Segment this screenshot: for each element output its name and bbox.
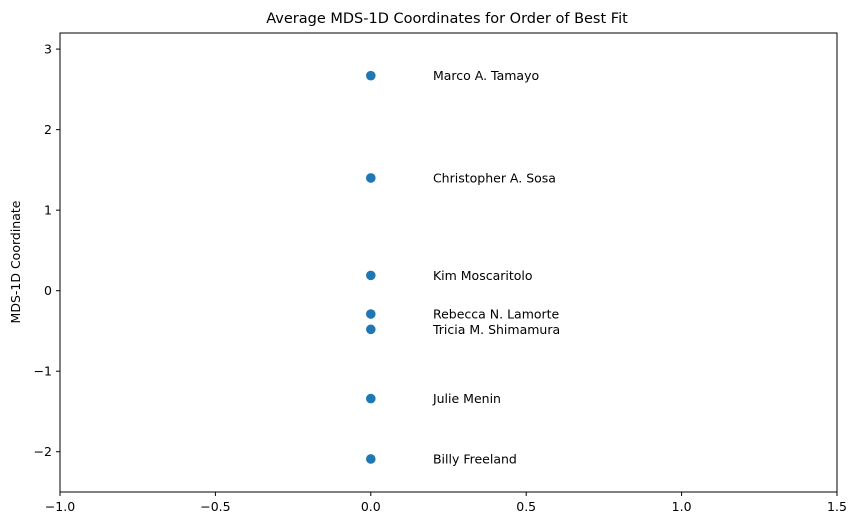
data-point	[366, 324, 376, 335]
y-tick-label: 3	[44, 42, 52, 57]
point-labels: Marco A. Tamayo Christopher A. Sosa Kim Mo…	[432, 68, 560, 466]
y-axis-label: MDS-1D Coordinate	[8, 200, 23, 323]
data-point-label: Tricia M. Shimamura	[432, 322, 560, 337]
data-point-label: Marco A. Tamayo	[433, 68, 539, 83]
x-tick-label: 0.5	[516, 499, 536, 514]
data-point-label: Christopher A. Sosa	[433, 170, 556, 185]
data-points	[366, 70, 376, 464]
chart-title: Average MDS-1D Coordinates for Order of …	[266, 11, 628, 27]
data-point-label: Rebecca N. Lamorte	[433, 307, 560, 322]
data-point	[366, 393, 376, 404]
data-point-label: Julie Menin	[432, 391, 501, 406]
y-tick-label: −1	[34, 364, 52, 379]
data-point	[366, 309, 376, 319]
data-point	[366, 173, 376, 183]
x-tick-label: 0.0	[361, 499, 381, 514]
y-tick-label: 1	[44, 203, 52, 218]
axis-ticks: −1.0 −0.5 0.0 0.5 1.0 1.5 −2 −1 0 1 2 3	[34, 42, 847, 514]
data-point-label: Kim Moscaritolo	[433, 268, 533, 283]
y-tick-label: −2	[34, 444, 52, 459]
data-point	[366, 454, 376, 464]
data-point	[366, 270, 376, 281]
data-point	[366, 70, 376, 81]
data-point-label: Billy Freeland	[433, 451, 517, 466]
x-tick-label: −1.0	[45, 499, 75, 514]
plot-area-frame	[59, 32, 838, 493]
x-tick-label: 1.5	[827, 499, 847, 514]
x-tick-label: −0.5	[200, 499, 230, 514]
y-tick-label: 0	[44, 283, 52, 298]
x-tick-label: 1.0	[672, 499, 692, 514]
y-tick-label: 2	[44, 122, 52, 137]
